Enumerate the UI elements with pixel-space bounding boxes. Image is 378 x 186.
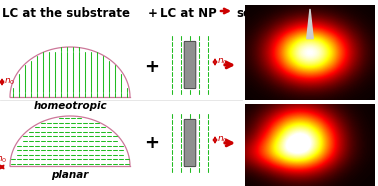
Text: $n_0$: $n_0$ <box>217 135 228 145</box>
Text: self-assembly: self-assembly <box>236 7 327 20</box>
Text: $n_0$: $n_0$ <box>4 77 15 87</box>
Text: $n_0$: $n_0$ <box>217 57 228 67</box>
Text: LC at NP: LC at NP <box>160 7 217 20</box>
Text: +: + <box>148 7 158 20</box>
Text: $n_0$: $n_0$ <box>0 155 8 165</box>
FancyBboxPatch shape <box>184 119 196 167</box>
FancyBboxPatch shape <box>184 41 196 89</box>
Text: +: + <box>144 134 160 152</box>
Text: planar: planar <box>51 170 89 180</box>
Text: +: + <box>144 58 160 76</box>
Text: homeotropic: homeotropic <box>33 101 107 111</box>
Polygon shape <box>307 9 313 39</box>
Text: LC at the substrate: LC at the substrate <box>2 7 130 20</box>
